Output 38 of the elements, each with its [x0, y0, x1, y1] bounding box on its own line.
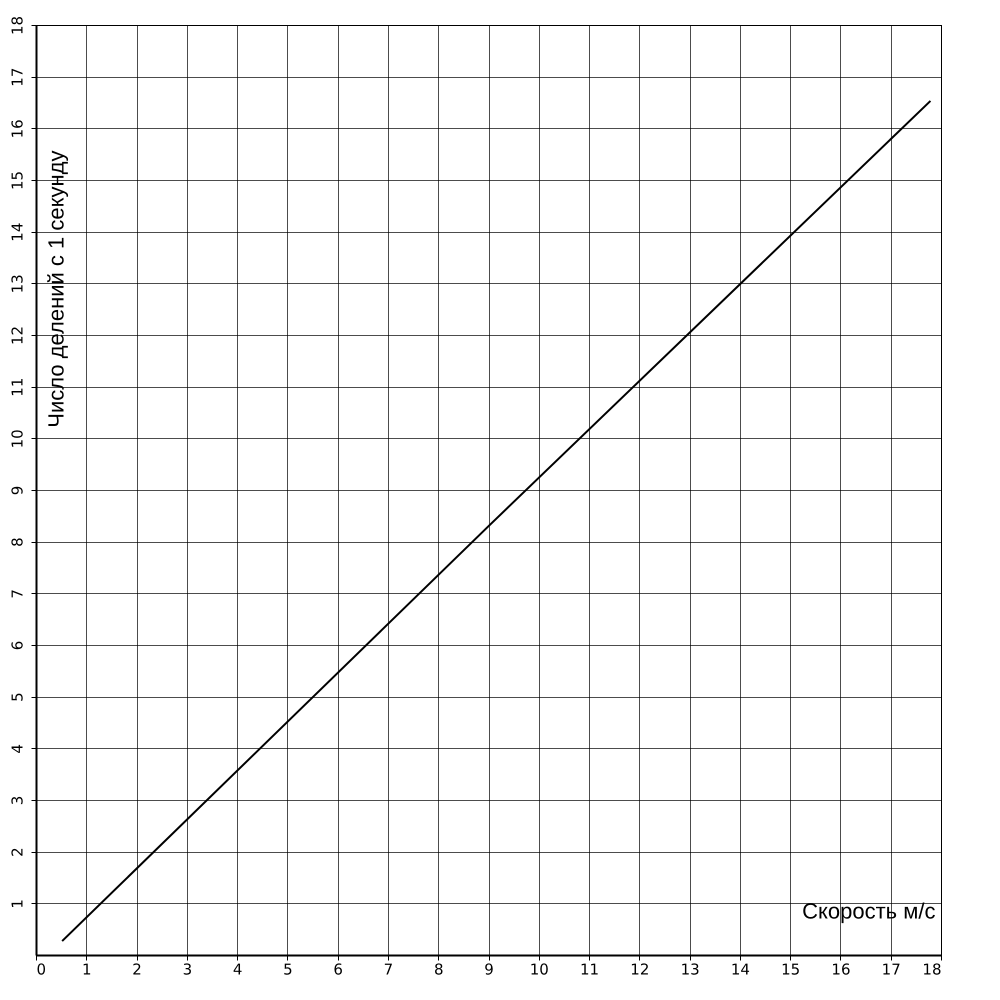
- y-tick-label: 13: [8, 274, 26, 294]
- x-tick-label: 18: [922, 960, 942, 978]
- x-tick-label: 4: [232, 960, 242, 978]
- y-tick-label: 17: [8, 68, 26, 87]
- y-tick-label: 8: [8, 537, 26, 547]
- y-tick-label: 5: [8, 692, 26, 702]
- y-axis-title: Число делений с 1 секунду: [44, 150, 68, 428]
- x-tick-label: 6: [333, 960, 343, 978]
- x-tick-label: 16: [831, 960, 850, 978]
- x-tick-label: 11: [580, 960, 600, 978]
- y-tick-label: 16: [8, 119, 26, 138]
- x-tick-label: 1: [82, 960, 92, 978]
- x-tick-label: 7: [384, 960, 394, 978]
- x-tick-label: 2: [132, 960, 142, 978]
- y-tick-label: 11: [8, 378, 26, 397]
- y-tick-label: 1: [8, 899, 26, 909]
- y-tick-label: 10: [8, 429, 26, 448]
- y-tick-label: 15: [8, 170, 26, 190]
- x-tick-label: 10: [530, 960, 549, 978]
- x-tick-label: 15: [781, 960, 800, 978]
- x-tick-label: 17: [882, 960, 901, 978]
- x-tick-label: 14: [730, 960, 750, 978]
- y-tick-label: 12: [8, 326, 26, 346]
- y-tick-label: 18: [8, 16, 26, 36]
- y-tick-label: 6: [8, 640, 26, 650]
- y-tick-label: 7: [8, 589, 26, 599]
- y-tick-label: 14: [8, 222, 26, 242]
- y-tick-label: 4: [8, 744, 26, 754]
- x-tick-label: 9: [484, 960, 494, 978]
- x-tick-label: 5: [283, 960, 293, 978]
- y-tick-label: 2: [8, 847, 26, 857]
- x-tick-label: 12: [630, 960, 650, 978]
- x-tick-label: 8: [434, 960, 444, 978]
- x-tick-label: 0: [36, 960, 46, 978]
- y-tick-label: 3: [8, 796, 26, 806]
- x-tick-label: 3: [182, 960, 192, 978]
- y-tick-label: 9: [8, 486, 26, 496]
- x-tick-label: 13: [680, 960, 700, 978]
